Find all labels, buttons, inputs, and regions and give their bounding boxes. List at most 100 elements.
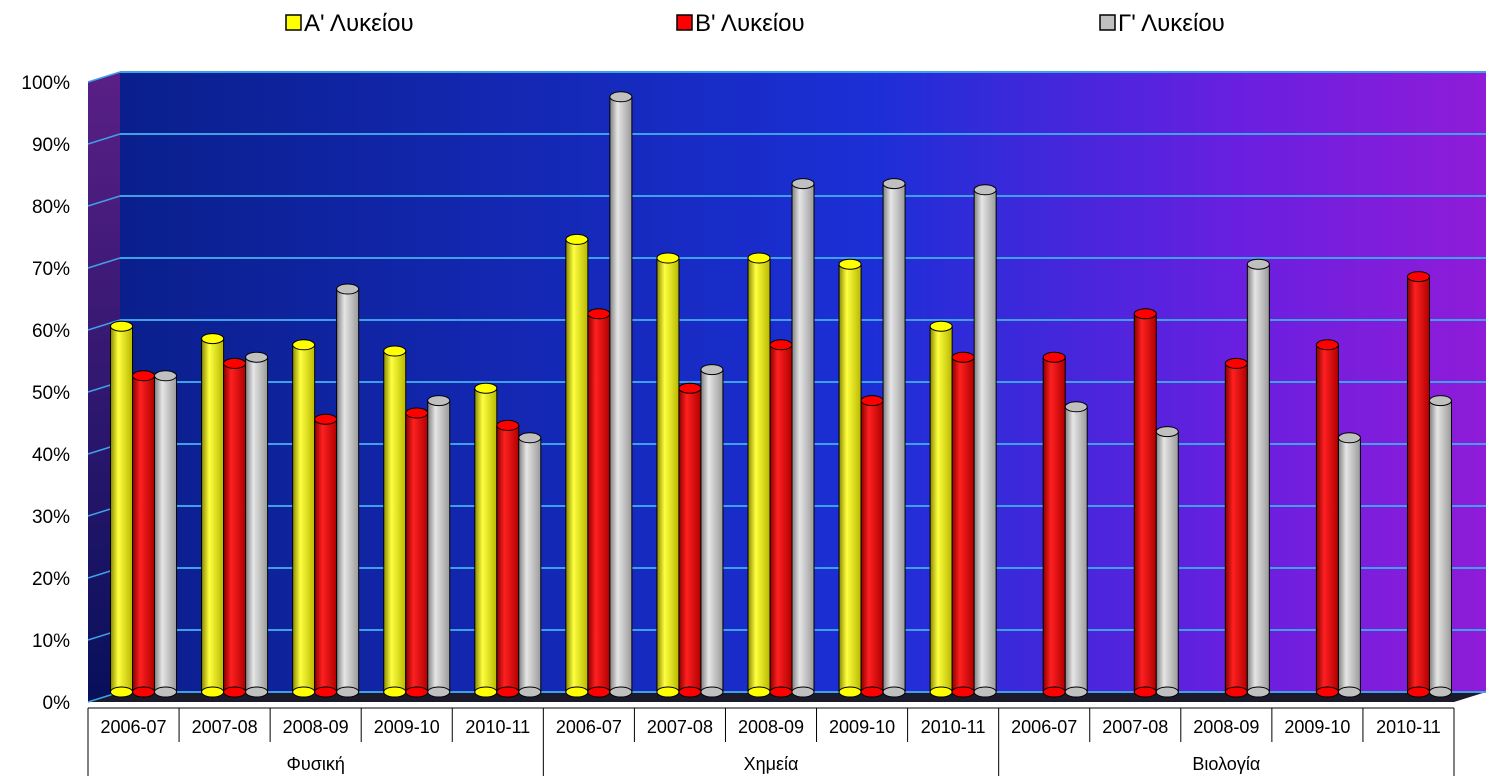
bar — [1133, 308, 1157, 698]
legend-item: Α' Λυκείου — [285, 10, 414, 37]
bar-top — [838, 258, 862, 270]
bar-top — [1428, 395, 1452, 407]
y-tick-label: 70% — [32, 259, 70, 280]
bar-base — [700, 686, 724, 698]
bar — [1224, 357, 1248, 698]
bar-body — [1042, 356, 1066, 693]
bar-base — [882, 686, 906, 698]
bar-body — [292, 344, 316, 693]
bar-body — [565, 238, 589, 693]
bar-top — [223, 357, 247, 369]
legend-item: Γ' Λυκείου — [1099, 10, 1225, 37]
bar-body — [314, 418, 338, 693]
bar-body — [1064, 406, 1088, 693]
bar-body — [496, 424, 520, 693]
y-tick-label: 30% — [32, 507, 70, 528]
bar-base — [609, 686, 633, 698]
bar — [1428, 395, 1452, 698]
x-tick-label: 2006-07 — [556, 717, 622, 737]
bar-base — [314, 686, 338, 698]
bar-top — [1224, 357, 1248, 369]
x-tick-label: 2008-09 — [1193, 717, 1259, 737]
legend-label: Γ' Λυκείου — [1118, 10, 1225, 37]
bar-top — [587, 308, 611, 320]
bar-base — [110, 686, 134, 698]
x-tick-label: 2010-11 — [921, 717, 986, 737]
bar — [1406, 271, 1430, 698]
bar-base — [860, 686, 884, 698]
bar-base — [951, 686, 975, 698]
legend-swatch — [1099, 14, 1116, 31]
bar-body — [427, 400, 451, 693]
bar-top — [656, 252, 680, 264]
gridline-side — [87, 319, 121, 331]
bar — [245, 351, 269, 698]
y-tick-label: 40% — [32, 445, 70, 466]
bar-top — [496, 419, 520, 431]
gridline-side — [87, 71, 121, 83]
bar-top — [1155, 426, 1179, 438]
bar-body — [838, 263, 862, 693]
bar-body — [1337, 437, 1361, 693]
bar — [609, 91, 633, 698]
bar — [223, 357, 247, 698]
bar — [314, 413, 338, 698]
x-tick-label: 2009-10 — [374, 717, 440, 737]
bar-base — [474, 686, 498, 698]
bar-body — [474, 387, 498, 693]
bar — [838, 258, 862, 698]
bar — [791, 178, 815, 698]
bar-top — [882, 178, 906, 190]
bar-base — [1428, 686, 1452, 698]
bar — [951, 351, 975, 698]
bar — [496, 419, 520, 698]
y-axis: 0% 10% 20% 30% 40% 50% 60% 70% 80% 90% 100% — [21, 73, 70, 714]
bar — [336, 283, 360, 698]
bar-top — [860, 395, 884, 407]
bar-base — [245, 686, 269, 698]
bar-base — [929, 686, 953, 698]
x-axis: 2006-07 2007-08 2008-09 2009-10 2010-11 Φυσικ… — [87, 707, 1455, 776]
bar — [201, 333, 225, 698]
bar-base — [1133, 686, 1157, 698]
bar-body — [860, 400, 884, 693]
bar-body — [1428, 400, 1452, 693]
bar-base — [201, 686, 225, 698]
bar-top — [132, 370, 156, 382]
bar-body — [154, 375, 178, 693]
x-tick-label: 2006-07 — [101, 717, 167, 737]
bar-top — [747, 252, 771, 264]
bar-base — [518, 686, 542, 698]
bar — [427, 395, 451, 698]
bar-body — [405, 412, 429, 693]
bar-base — [769, 686, 793, 698]
bar-top — [1064, 401, 1088, 413]
bar-base — [496, 686, 520, 698]
y-tick-label: 80% — [32, 197, 70, 218]
legend-swatch — [285, 14, 302, 31]
bar-base — [791, 686, 815, 698]
bar — [132, 370, 156, 698]
bar-body — [587, 313, 611, 693]
bar-top — [383, 345, 407, 357]
bar-body — [1133, 313, 1157, 693]
bar-base — [973, 686, 997, 698]
bar-top — [314, 413, 338, 425]
bar-base — [838, 686, 862, 698]
bar-base — [1406, 686, 1430, 698]
bar — [656, 252, 680, 698]
bar-top — [474, 382, 498, 394]
bar — [700, 364, 724, 698]
bar-top — [973, 184, 997, 196]
bar — [1337, 432, 1361, 698]
gridline-side — [87, 257, 121, 269]
bar-body — [700, 369, 724, 693]
y-tick-label: 0% — [43, 693, 71, 714]
bar-body — [791, 183, 815, 693]
bar-base — [1315, 686, 1339, 698]
bar-body — [336, 288, 360, 693]
bar — [747, 252, 771, 698]
legend-swatch — [676, 14, 693, 31]
